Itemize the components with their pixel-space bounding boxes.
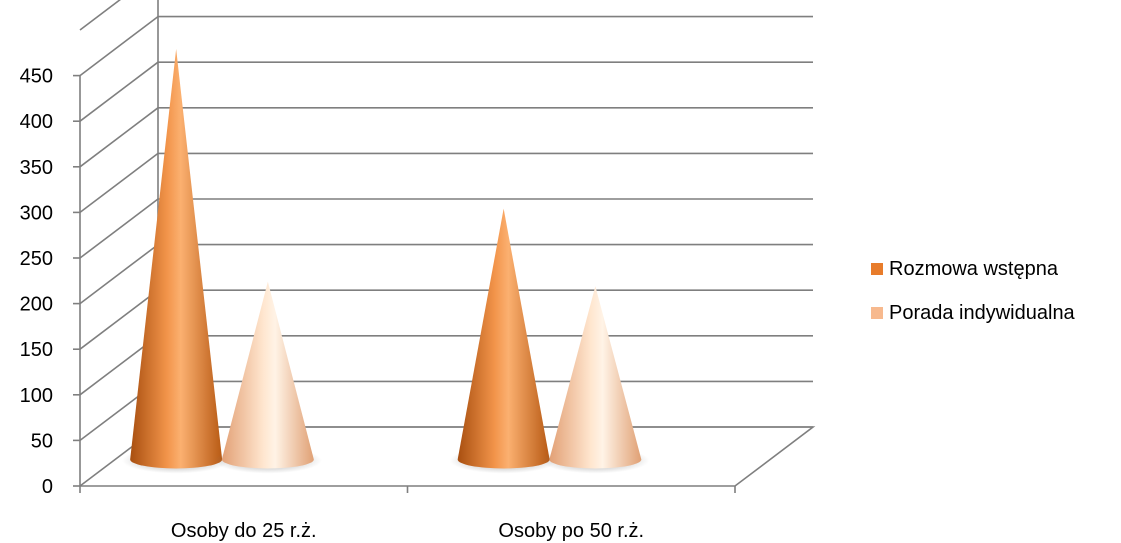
x-category-label: Osoby do 25 r.ż.: [171, 520, 317, 542]
side-gridline: [79, 0, 121, 31]
side-gridline: [79, 243, 159, 305]
x-category-label: Osoby po 50 r.ż.: [498, 520, 644, 542]
y-tick-label: 150: [20, 339, 53, 361]
legend-label: Porada indywidualna: [889, 302, 1076, 324]
y-axis: 0 50 100 150 200 250 300 350 400 450: [20, 66, 81, 498]
side-gridline: [79, 15, 159, 77]
legend: Rozmowa wstępna Porada indywidualna: [871, 258, 1076, 324]
y-tick-label: 0: [42, 476, 53, 498]
side-gridline: [79, 152, 159, 214]
cone-bar: [221, 281, 314, 469]
cone-bar: [130, 49, 223, 469]
y-tick-label: 50: [31, 430, 53, 452]
legend-swatch: [871, 307, 883, 319]
y-tick-label: 200: [20, 294, 53, 316]
legend-label: Rozmowa wstępna: [889, 258, 1059, 280]
legend-swatch: [871, 263, 883, 275]
cone-bar: [549, 286, 642, 469]
y-tick-label: 250: [20, 248, 53, 270]
side-gridline: [79, 289, 159, 350]
cone-bar: [457, 208, 550, 469]
side-gridline: [79, 61, 159, 122]
y-tick-label: 450: [20, 66, 53, 88]
side-gridline: [79, 107, 159, 168]
y-tick-label: 100: [20, 385, 53, 407]
y-tick-label: 300: [20, 202, 53, 224]
side-gridline: [79, 198, 159, 259]
chart-marks: [122, 49, 650, 474]
x-axis: Osoby do 25 r.ż. Osoby po 50 r.ż.: [79, 486, 736, 542]
y-tick-label: 400: [20, 111, 53, 133]
y-tick-label: 350: [20, 157, 53, 179]
